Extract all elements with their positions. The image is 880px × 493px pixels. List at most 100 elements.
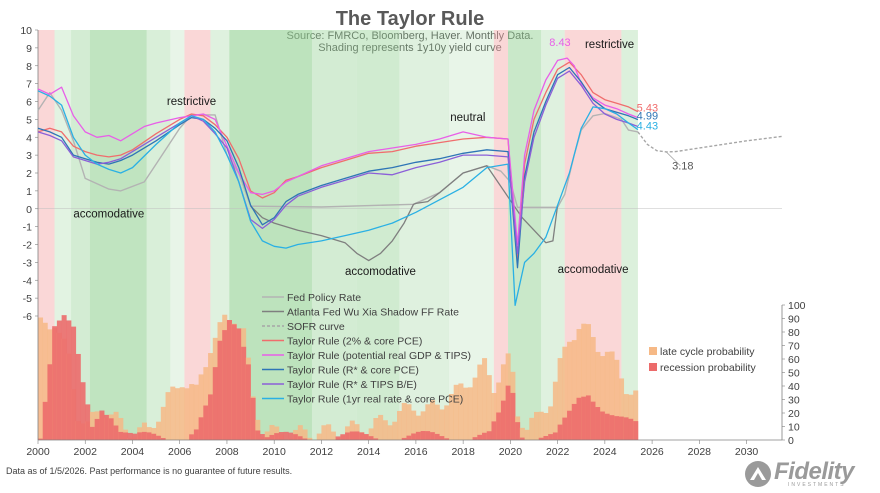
recession-bar-92 [472, 437, 478, 440]
late-cycle-bar-110 [557, 358, 563, 440]
y-left-tick-10: 0 [26, 204, 32, 216]
x-tick-8: 2016 [404, 446, 428, 458]
recession-bar-82 [425, 431, 431, 440]
legend-label-wuxia: Atlanta Fed Wu Xia Shadow FF Rate [287, 307, 459, 319]
late-cycle-bar-117 [590, 337, 596, 440]
recession-bar-71 [373, 438, 379, 440]
x-tick-5: 2010 [263, 446, 287, 458]
recession-bar-0 [38, 438, 44, 440]
recession-bar-44 [245, 364, 251, 440]
legend-label-sofr: SOFR curve [287, 321, 345, 333]
x-tick-14: 2028 [688, 446, 712, 458]
annotation-8: 4.99 [637, 111, 658, 123]
late-cycle-bar-66 [349, 420, 355, 440]
y-left-tick-5: 5 [26, 114, 32, 126]
y-left-tick-15: -5 [23, 293, 32, 305]
recession-bar-12 [94, 418, 100, 440]
x-tick-0: 2000 [26, 446, 50, 458]
x-tick-2: 2004 [121, 446, 145, 458]
annotation-1: accomodative [73, 209, 144, 221]
recession-bar-107 [543, 436, 549, 440]
recession-bar-46 [255, 430, 261, 440]
late-cycle-bar-122 [614, 359, 620, 440]
recession-bar-123 [619, 416, 625, 440]
legend-label-fed: Fed Policy Rate [287, 292, 361, 304]
legend-label-tr-tips: Taylor Rule (R* & TIPS B/E) [287, 379, 417, 391]
legend-label-tr-core: Taylor Rule (2% & core PCE) [287, 336, 422, 348]
shade-band-15 [541, 30, 565, 440]
late-cycle-bar-61 [326, 424, 332, 440]
late-cycle-bar-89 [458, 383, 464, 440]
recession-bar-32 [189, 434, 195, 440]
recession-bar-112 [567, 410, 573, 440]
y-left-tick-8: 2 [26, 168, 32, 180]
recession-bar-6 [66, 320, 72, 440]
late-cycle-bar-30 [179, 387, 185, 440]
y-right-tick-0: 100 [788, 300, 806, 312]
late-cycle-bar-121 [609, 351, 615, 440]
recession-bar-33 [193, 429, 199, 440]
late-cycle-bar-17 [118, 417, 124, 440]
recession-bar-77 [401, 437, 407, 440]
y-right-tick-7: 30 [788, 395, 800, 407]
sofr-callout-line [665, 151, 681, 167]
recession-bar-86 [444, 438, 450, 440]
y-left-tick-4: 6 [26, 97, 32, 109]
y-left-tick-0: 10 [20, 25, 32, 37]
footer-disclaimer: Data as of 1/5/2026. Past performance is… [6, 466, 293, 476]
y-right-tick-3: 70 [788, 341, 800, 353]
late-cycle-bar-29 [174, 388, 181, 440]
legend-label-tr-real: Taylor Rule (1yr real rate & core PCE) [287, 394, 463, 406]
recession-bar-11 [89, 426, 95, 440]
recession-bar-111 [562, 417, 568, 440]
recession-bar-50 [274, 433, 280, 440]
late-cycle-bar-56 [302, 429, 308, 440]
chart-shading-note: Shading represents 1y10y yield curve [318, 42, 502, 54]
recession-bar-66 [349, 431, 355, 440]
y-right-tick-5: 50 [788, 368, 800, 380]
x-tick-7: 2014 [357, 446, 381, 458]
recession-bar-101 [515, 422, 521, 440]
recession-bar-98 [500, 400, 506, 440]
annotation-5: restrictive [585, 39, 634, 51]
late-cycle-bar-79 [411, 410, 417, 440]
late-cycle-bar-113 [571, 340, 577, 440]
recession-bar-52 [283, 431, 289, 440]
recession-bar-99 [505, 385, 511, 440]
recession-bar-78 [406, 435, 412, 440]
late-cycle-bar-71 [373, 418, 379, 440]
late-cycle-bar-105 [534, 411, 540, 440]
late-cycle-bar-0 [38, 317, 44, 440]
late-cycle-bar-126 [633, 390, 639, 440]
late-cycle-bar-76 [397, 410, 403, 440]
late-cycle-bar-83 [430, 400, 436, 440]
fidelity-pyramid-icon [745, 461, 771, 487]
fidelity-wordmark: Fidelity [774, 458, 855, 485]
late-cycle-bar-82 [425, 404, 431, 440]
series-tr-core [37, 61, 639, 264]
recession-bar-45 [250, 397, 256, 440]
y-right-tick-1: 90 [788, 314, 800, 326]
recession-bar-9 [80, 382, 86, 440]
late-cycle-bar-118 [595, 351, 601, 440]
recession-bar-118 [595, 407, 601, 440]
recession-bar-25 [156, 435, 162, 440]
late-cycle-bar-111 [562, 346, 568, 440]
recession-bar-97 [496, 412, 502, 440]
late-cycle-bar-48 [264, 431, 270, 440]
series-wuxia [250, 165, 559, 262]
annotation-3: accomodative [345, 266, 416, 278]
annotation-10: 3.18 [672, 160, 693, 172]
late-cycle-bar-31 [184, 388, 190, 440]
recession-bar-5 [61, 315, 67, 440]
recession-bar-38 [217, 340, 223, 440]
series-tr-real [37, 90, 639, 306]
late-cycle-bar-96 [491, 392, 497, 440]
recession-bar-67 [354, 431, 360, 440]
x-tick-11: 2022 [546, 446, 570, 458]
shade-band-5 [170, 30, 185, 440]
late-cycle-bar-84 [434, 404, 440, 440]
recession-bar-14 [104, 414, 110, 440]
x-tick-12: 2024 [593, 446, 617, 458]
